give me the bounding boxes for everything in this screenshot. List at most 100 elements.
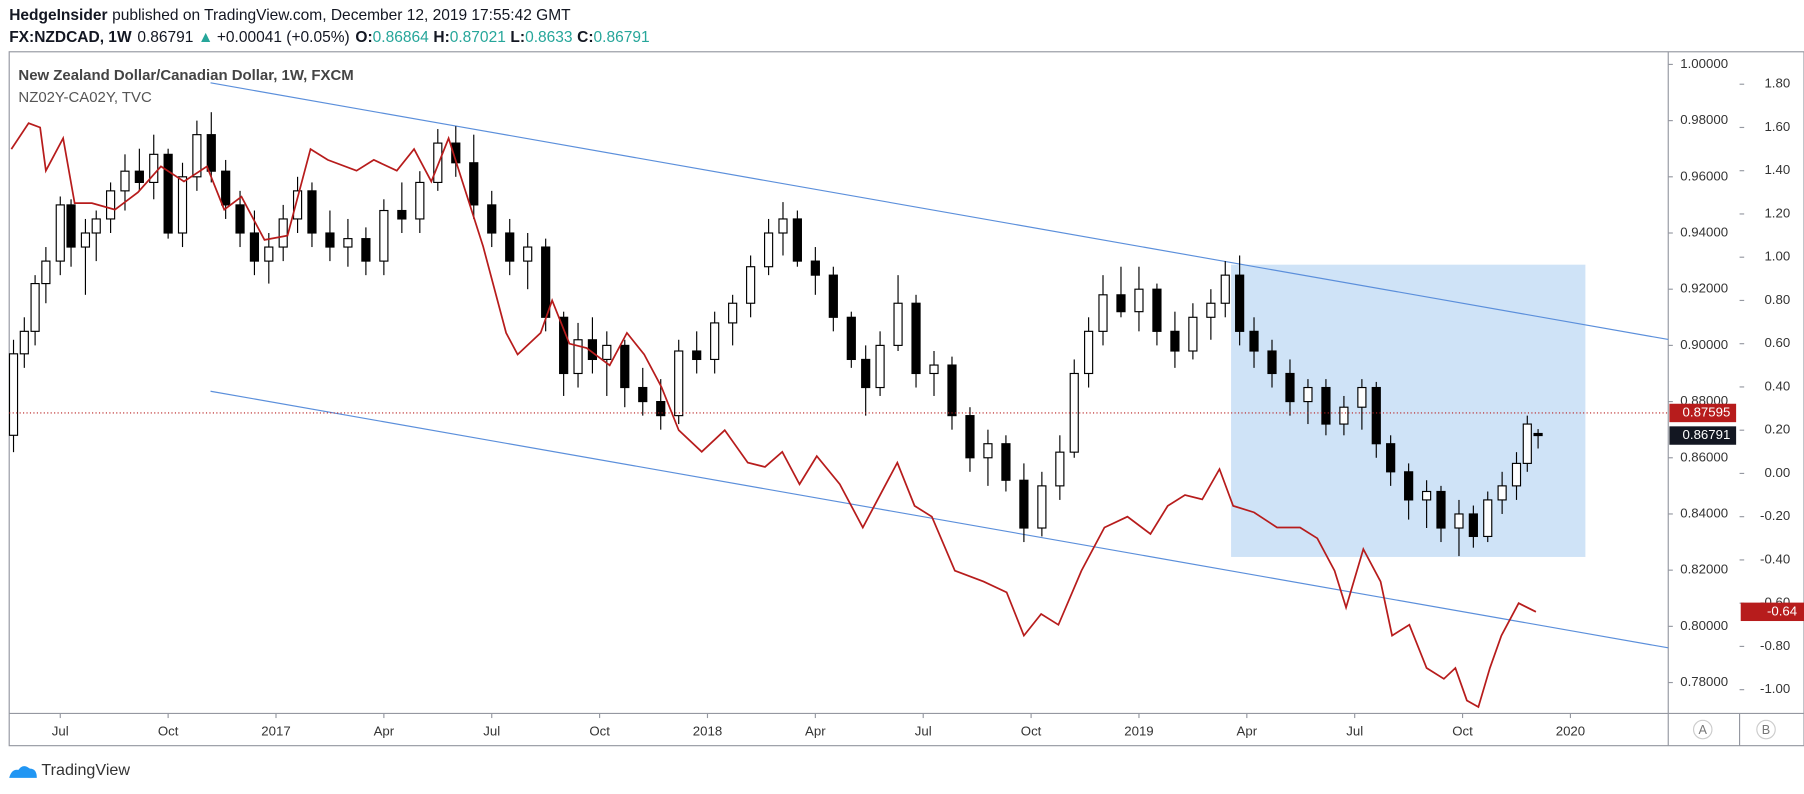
price-line-tag [1669,403,1737,423]
candle-body [692,350,702,361]
candle-body [1019,479,1029,529]
candle-body [1267,350,1277,375]
candle-body [1188,316,1198,352]
candle-body [221,170,231,206]
x-tick-label: Apr [1237,723,1258,738]
x-tick-label: 2018 [693,723,722,738]
channel-upper [210,82,1669,341]
symbol: FX:NZDCAD, 1W [9,29,132,46]
candle-body [1152,288,1162,332]
candle-body [674,350,684,417]
candle-body [41,260,51,285]
candle-body [523,246,533,262]
y-tick-label: 0.98000 [1680,112,1728,127]
candle-body [1371,386,1381,445]
candle-body [505,232,515,262]
candle-body [792,218,802,262]
candle-body [1170,330,1180,352]
candle-body [177,176,188,234]
candle-body [861,358,871,389]
x-tick-label: Jul [52,723,69,738]
y-tick-label: 0.84000 [1680,505,1728,520]
x-tick-label: Jul [483,723,500,738]
candle-body [8,353,19,436]
candle-body [307,190,317,234]
x-tick-label: Oct [158,723,179,738]
x-tick-label: Apr [374,723,395,738]
candle-body [1084,330,1094,375]
candle-body [746,266,756,304]
candle-body [1357,386,1367,408]
button-b[interactable] [1756,719,1776,740]
x-tick-label: 2019 [1124,723,1153,738]
candle-body [638,386,648,403]
candle-body [828,274,838,318]
y2-tick-label: 1.60 [1764,119,1790,134]
candle-body [66,204,76,248]
candle-body [105,190,116,220]
y-tick-label: 1.00000 [1680,56,1728,71]
candle-body [1468,513,1478,538]
candle-body [929,364,939,375]
y-tick-label: 0.82000 [1680,562,1728,577]
candle-body [1386,443,1396,473]
candle-body [134,170,144,184]
candle-body [620,344,630,389]
arrow: ▲ [198,29,213,46]
y-tick-label: 0.94000 [1680,225,1728,240]
y-tick-label: 0.86000 [1680,449,1728,464]
candle-body [1220,274,1230,304]
candle-body [764,232,774,268]
x-tick-label: 2017 [261,723,290,738]
candle-body [206,134,216,172]
button-b-label[interactable]: B [1762,723,1770,737]
y2-tick-label: -0.20 [1760,508,1790,523]
candle-body [325,232,335,248]
l-label: L: [510,29,525,46]
scale-buttons[interactable]: A B [1692,719,1776,740]
candle-body [710,322,720,361]
published: published on TradingView.com, December 1… [112,7,571,24]
axes: Jul Oct 2017 Apr Jul Oct 2018 Apr Jul Oct 2019 Apr J… [52,56,1790,738]
legend-series-1: NZ02Y-CA02Y, TVC [18,89,152,106]
x-tick-label: Apr [805,723,826,738]
y-tick-label: 0.80000 [1680,618,1728,633]
candle-body [292,190,303,220]
y2-tick-label: 0.80 [1764,292,1790,307]
candle-body [559,316,569,375]
last-price-label: 0.86791 [1683,427,1731,442]
candle-body [602,344,612,361]
y2-tick-label: -0.80 [1760,638,1790,653]
price-line-label: 0.87595 [1683,404,1731,419]
c-value: 0.86791 [594,29,650,46]
candle-body [192,134,202,178]
candle-body [1285,372,1295,403]
candle-body [149,153,159,184]
candle-body [163,153,173,234]
candle-body [397,209,407,220]
candle-body [983,443,993,459]
series-line [10,122,1537,709]
y2-tick-label: 1.40 [1764,162,1790,177]
y-tick-label: 0.96000 [1680,168,1728,183]
l-value: 0.8633 [525,29,572,46]
o-label: O: [355,29,372,46]
button-a-label[interactable]: A [1699,723,1708,737]
x-tick-label: Oct [1021,723,1042,738]
candle-body [379,209,389,262]
x-tick-label: Jul [1346,723,1363,738]
candle-body [1321,386,1331,425]
candle-body [1454,513,1464,529]
y2-tick-label: 1.00 [1764,249,1790,264]
candle-body [778,218,788,234]
candle-body [278,218,288,248]
y2-tick-label: 0.60 [1764,335,1790,350]
channel-lower [210,390,1669,649]
candle-body [343,238,353,248]
candle-body [55,204,65,262]
y2-tick-label: 0.20 [1764,422,1790,437]
button-a[interactable] [1692,719,1713,740]
brand: TradingView [9,761,130,779]
candle-body [1116,294,1126,313]
